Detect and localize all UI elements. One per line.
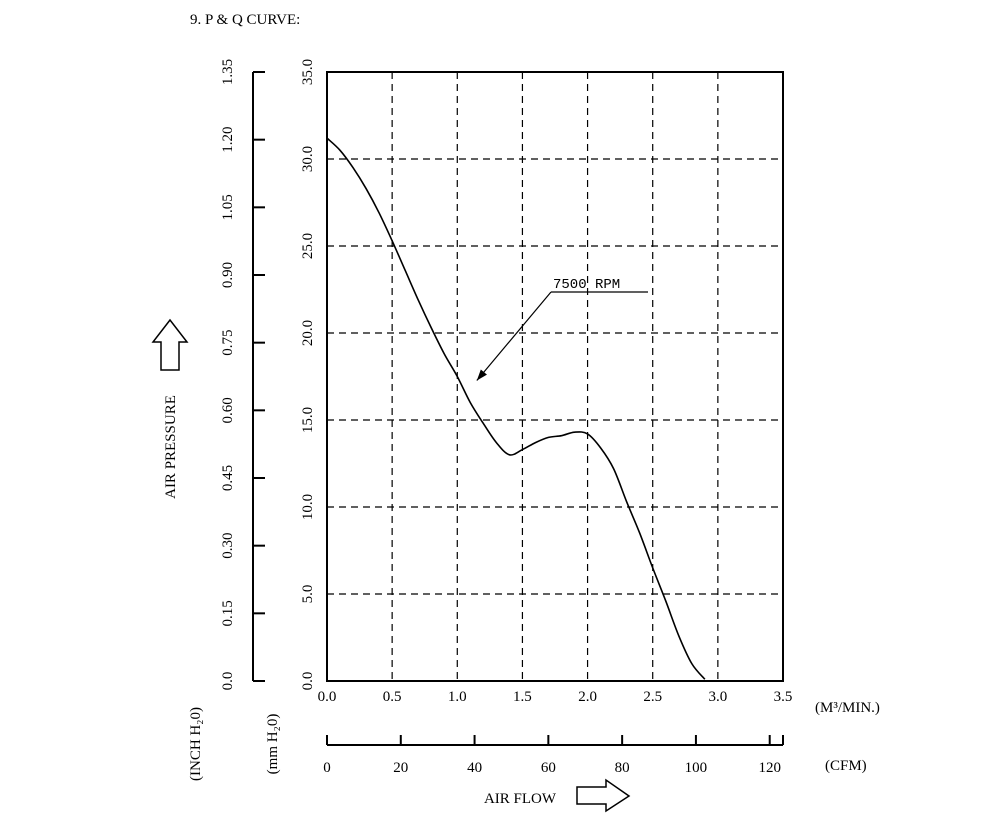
- curve-layer: [326, 137, 706, 680]
- inch-tick-label: 1.20: [220, 127, 236, 153]
- inch-tick-label: 0.60: [220, 397, 236, 423]
- up-arrow-icon: [151, 318, 189, 371]
- inch-tick-label: 0.90: [220, 262, 236, 288]
- x-tick-label: 2.0: [578, 689, 597, 705]
- x-unit-label: (M³/MIN.): [815, 700, 880, 716]
- x-tick-label: 3.0: [708, 689, 727, 705]
- y-axis-title: AIR PRESSURE: [163, 395, 179, 499]
- y-tick-label: 0.0: [300, 672, 316, 691]
- y-tick-label: 5.0: [300, 585, 316, 604]
- x-axis-title: AIR FLOW: [484, 791, 557, 807]
- inch-tick-label: 0.45: [220, 465, 236, 491]
- y-tick-label: 20.0: [300, 320, 316, 346]
- x-tick-label: 1.0: [448, 689, 467, 705]
- annotation-leader: [476, 291, 552, 381]
- annotation-layer: 7500 RPM: [476, 277, 648, 381]
- x-unit-secondary: (CFM): [825, 758, 867, 774]
- inch-tick-label: 0.75: [220, 330, 236, 356]
- x-tick-label: 1.5: [513, 689, 532, 705]
- x-tick-label: 0.0: [318, 689, 337, 705]
- cfm-tick-label: 120: [758, 760, 781, 776]
- inch-tick-label: 0.0: [220, 672, 236, 691]
- grid: [327, 72, 783, 681]
- cfm-tick-label: 20: [393, 760, 408, 776]
- chart-title: 9. P & Q CURVE:: [190, 12, 300, 28]
- inch-tick-label: 0.30: [220, 533, 236, 559]
- plot-frame: [326, 71, 784, 682]
- x-tick-label: 2.5: [643, 689, 662, 705]
- y-tick-label: 30.0: [300, 146, 316, 172]
- cfm-tick-label: 60: [541, 760, 556, 776]
- series-line-0: [326, 137, 706, 680]
- y-tick-label: 15.0: [300, 407, 316, 433]
- inch-tick-label: 1.05: [220, 194, 236, 220]
- annotation-arrowhead: [476, 369, 487, 381]
- y-tick-label: 25.0: [300, 233, 316, 259]
- cfm-tick-label: 100: [685, 760, 708, 776]
- y-unit-secondary: (INCH H₂0): [188, 707, 204, 781]
- x-tick-label: 0.5: [383, 689, 402, 705]
- x-tick-label: 3.5: [774, 689, 793, 705]
- series-label-7500-rpm: 7500 RPM: [553, 277, 620, 293]
- cfm-tick-label: 40: [467, 760, 482, 776]
- y-tick-label: 10.0: [300, 494, 316, 520]
- inch-tick-label: 1.35: [220, 59, 236, 85]
- y-tick-label: 35.0: [300, 59, 316, 85]
- inch-tick-label: 0.15: [220, 600, 236, 626]
- cfm-tick-label: 80: [615, 760, 630, 776]
- right-arrow-icon: [576, 778, 631, 813]
- y-unit-primary: (mm H₂0): [265, 714, 281, 775]
- axis-ticks: 0.0 0.5 1.0 1.5 2.0 2.5 3.0 3.5 (M³/MIN.) 0.0 5.0 1…: [151, 59, 880, 813]
- cfm-tick-label: 0: [323, 760, 331, 776]
